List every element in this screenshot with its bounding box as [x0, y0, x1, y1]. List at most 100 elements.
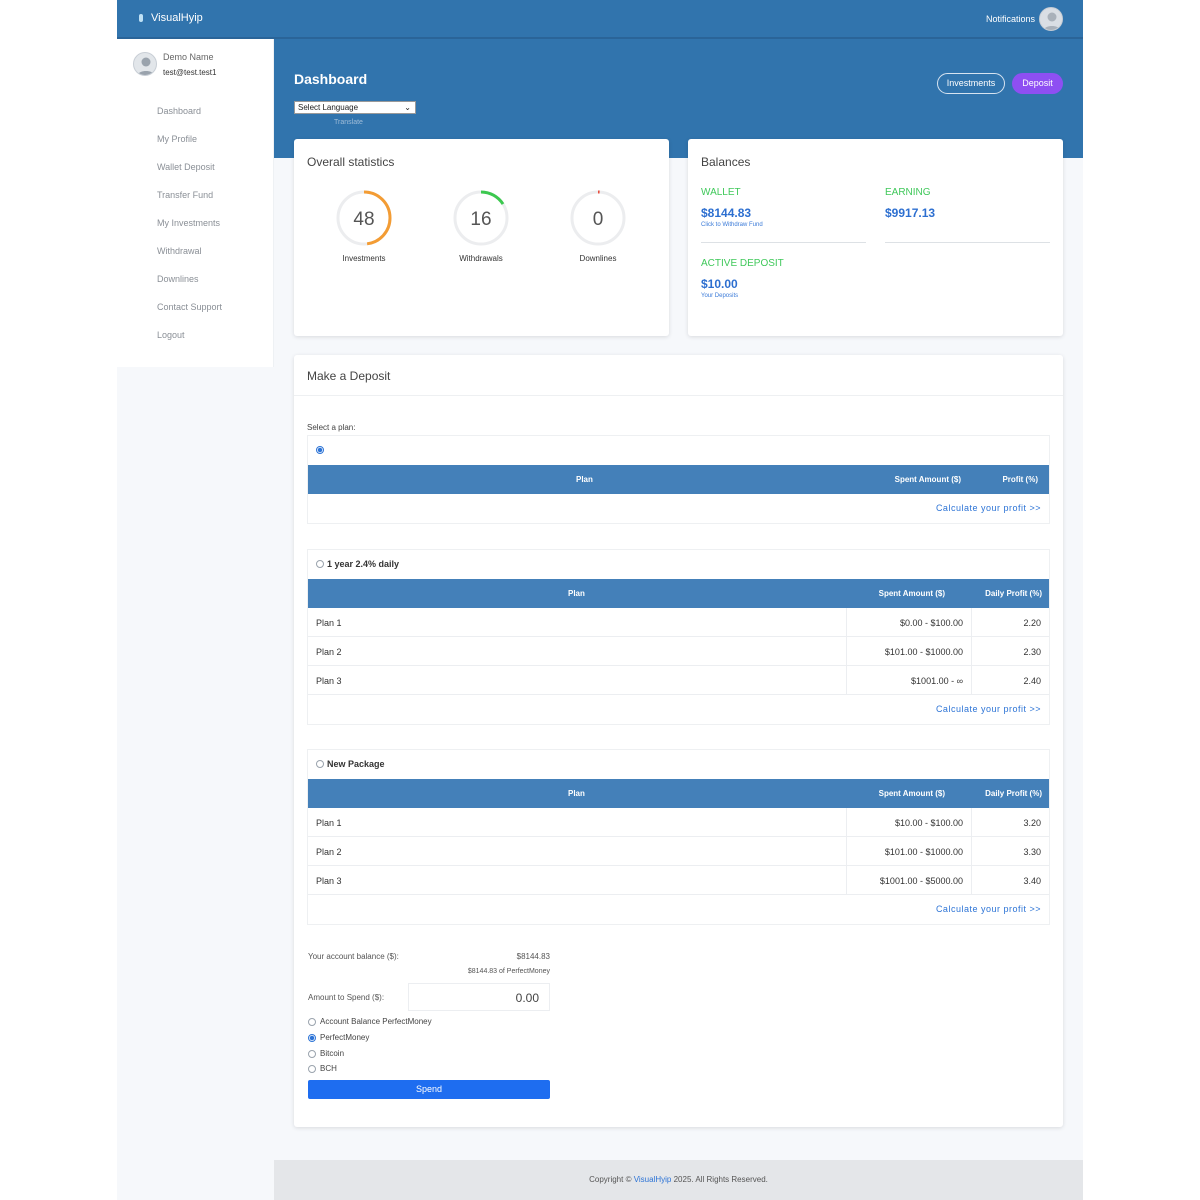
plan-radio-1-year[interactable] — [316, 560, 324, 568]
earning-value: $9917.13 — [885, 206, 936, 220]
deposit-button[interactable]: Deposit — [1012, 73, 1063, 94]
footer-brand-link[interactable]: VisualHyip — [633, 1175, 672, 1184]
col-spent-amount: Spent Amount ($) — [878, 589, 945, 598]
chevron-down-icon: ⌄ — [404, 103, 411, 112]
cell-plan: Plan 1 — [316, 818, 342, 828]
user-email: test@test.test1 — [163, 68, 217, 77]
plan-radio-new-package[interactable] — [316, 760, 324, 768]
table-row: Plan 1 $0.00 - $100.00 2.20 — [308, 608, 1049, 637]
cell-amount: $1001.00 - $5000.00 — [879, 876, 963, 886]
plan-head — [308, 436, 1049, 465]
sidebar-avatar-icon — [133, 52, 157, 76]
earning-divider — [885, 242, 1050, 243]
table-row: Plan 3 $1001.00 - ∞ 2.40 — [308, 666, 1049, 695]
stat-downlines-label: Downlines — [579, 254, 617, 263]
sidebar-item-downlines[interactable]: Downlines — [157, 274, 199, 284]
cell-amount: $101.00 - $1000.00 — [884, 847, 963, 857]
sidebar-item-dashboard[interactable]: Dashboard — [157, 106, 202, 116]
cell-plan: Plan 1 — [316, 618, 342, 628]
select-plan-label: Select a plan: — [307, 423, 356, 432]
calc-row: Calculate your profit >> — [308, 895, 1049, 924]
cell-amount: $101.00 - $1000.00 — [884, 647, 963, 657]
col-plan: Plan — [568, 789, 585, 798]
pay-radio[interactable] — [308, 1017, 316, 1026]
table-row: Plan 1 $10.00 - $100.00 3.20 — [308, 808, 1049, 837]
earning-label: EARNING — [885, 187, 931, 198]
sidebar-item-withdrawal[interactable]: Withdrawal — [157, 246, 202, 256]
sidebar-item-my-profile[interactable]: My Profile — [157, 134, 198, 144]
plan-table-header: Plan Spent Amount ($) Profit (%) — [308, 465, 1049, 494]
pay-radio[interactable] — [308, 1033, 316, 1042]
stat-investments-label: Investments — [342, 254, 386, 263]
wallet-label: WALLET — [701, 187, 741, 198]
balances-card: Balances WALLET $8144.83 Click to Withdr… — [688, 139, 1063, 336]
balance-sub: $8144.83 of PerfectMoney — [467, 968, 550, 975]
user-name: Demo Name — [163, 52, 214, 62]
sidebar-item-wallet-deposit[interactable]: Wallet Deposit — [157, 162, 215, 172]
cell-divider — [846, 866, 847, 895]
cell-plan: Plan 3 — [316, 676, 342, 686]
sidebar-item-transfer-fund[interactable]: Transfer Fund — [157, 190, 214, 200]
active-deposit-label: ACTIVE DEPOSIT — [701, 258, 784, 269]
pay-option-label: BCH — [320, 1064, 337, 1073]
cell-divider — [971, 666, 972, 695]
plan-radio-default[interactable] — [316, 446, 324, 454]
amount-label: Amount to Spend ($): — [308, 993, 385, 1002]
sidebar: Demo Name test@test.test1 Dashboard My P… — [117, 39, 274, 367]
cell-profit: 2.20 — [1023, 618, 1041, 628]
cell-divider — [971, 808, 972, 837]
brand-mark-icon — [139, 14, 143, 22]
calculate-profit-link[interactable]: Calculate your profit >> — [935, 503, 1041, 513]
cell-divider — [846, 808, 847, 837]
plan-block-default: Plan Spent Amount ($) Profit (%) Calcula… — [307, 435, 1050, 524]
wallet-value: $8144.83 — [701, 206, 752, 220]
amount-input[interactable]: 0.00 — [408, 983, 550, 1011]
pay-radio[interactable] — [308, 1064, 316, 1073]
your-deposits-link[interactable]: Your Deposits — [701, 293, 739, 299]
calc-row: Calculate your profit >> — [308, 695, 1049, 724]
cell-divider — [846, 666, 847, 695]
col-plan: Plan — [568, 589, 585, 598]
plan-table-header: Plan Spent Amount ($) Daily Profit (%) — [308, 579, 1049, 608]
cell-divider — [846, 837, 847, 866]
sidebar-item-logout[interactable]: Logout — [157, 330, 185, 340]
stats-title: Overall statistics — [307, 155, 395, 169]
cell-profit: 3.30 — [1023, 847, 1041, 857]
col-daily-profit: Daily Profit (%) — [985, 789, 1042, 798]
withdraw-fund-link[interactable]: Click to Withdraw Fund — [701, 222, 763, 228]
col-spent-amount: Spent Amount ($) — [894, 475, 961, 484]
pay-option-label: PerfectMoney — [320, 1033, 370, 1042]
pay-option-account-balance[interactable]: Account Balance PerfectMoney — [308, 1017, 432, 1026]
pay-option-bch[interactable]: BCH — [308, 1064, 337, 1073]
top-bar: VisualHyip Notifications — [117, 0, 1083, 39]
stat-withdrawals-label: Withdrawals — [459, 254, 503, 263]
stat-downlines-value: 0 — [592, 209, 604, 230]
pay-radio[interactable] — [308, 1049, 316, 1058]
plan-name: 1 year 2.4% daily — [327, 559, 400, 569]
user-avatar-icon[interactable] — [1039, 7, 1063, 31]
cell-amount: $0.00 - $100.00 — [899, 618, 963, 628]
cell-amount: $10.00 - $100.00 — [894, 818, 963, 828]
cell-plan: Plan 2 — [316, 847, 342, 857]
app-shell: VisualHyip Notifications Demo Name test@… — [117, 0, 1083, 1200]
cell-divider — [971, 637, 972, 666]
stat-withdrawals-value: 16 — [470, 209, 492, 230]
calculate-profit-link[interactable]: Calculate your profit >> — [935, 704, 1041, 714]
sidebar-item-my-investments[interactable]: My Investments — [157, 218, 221, 228]
brand-logo[interactable]: VisualHyip — [139, 12, 203, 24]
pay-option-label: Bitcoin — [320, 1049, 345, 1058]
translate-label[interactable]: Translate — [334, 119, 363, 126]
sidebar-nav: Dashboard My Profile Wallet Deposit Tran… — [157, 106, 222, 358]
cell-divider — [971, 608, 972, 637]
pay-option-perfectmoney[interactable]: PerfectMoney — [308, 1033, 369, 1042]
language-select[interactable]: Select Language ⌄ — [294, 101, 416, 114]
notifications-link[interactable]: Notifications — [985, 14, 1035, 24]
sidebar-item-contact-support[interactable]: Contact Support — [157, 302, 223, 312]
investments-button[interactable]: Investments — [937, 73, 1005, 94]
calculate-profit-link[interactable]: Calculate your profit >> — [935, 904, 1041, 914]
pay-option-bitcoin[interactable]: Bitcoin — [308, 1049, 344, 1058]
cell-divider — [846, 637, 847, 666]
spend-button[interactable]: Spend — [308, 1080, 550, 1099]
calc-row: Calculate your profit >> — [308, 494, 1049, 523]
table-row: Plan 3 $1001.00 - $5000.00 3.40 — [308, 866, 1049, 895]
